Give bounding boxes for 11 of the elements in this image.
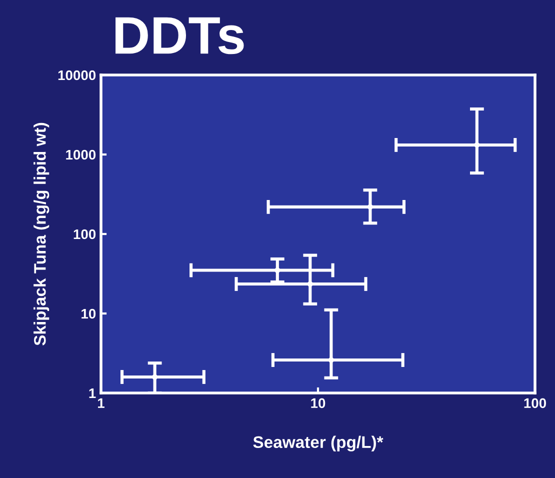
y-tick-label: 1 xyxy=(89,388,96,398)
x-tick-label: 1 xyxy=(98,398,104,408)
y-axis-title: Skipjack Tuna (ng/g lipid wt) xyxy=(34,122,50,346)
y-tick-label: 100 xyxy=(74,229,96,240)
y-tick-label: 10000 xyxy=(58,70,96,80)
y-tick-label: 1000 xyxy=(66,150,96,160)
x-tick-label: 10 xyxy=(311,398,326,408)
x-axis-title: Seawater (pg/L)* xyxy=(253,436,384,452)
x-tick-label: 100 xyxy=(524,398,546,408)
chart-title: DDTs xyxy=(116,17,244,54)
y-tick-label: 10 xyxy=(82,308,96,319)
